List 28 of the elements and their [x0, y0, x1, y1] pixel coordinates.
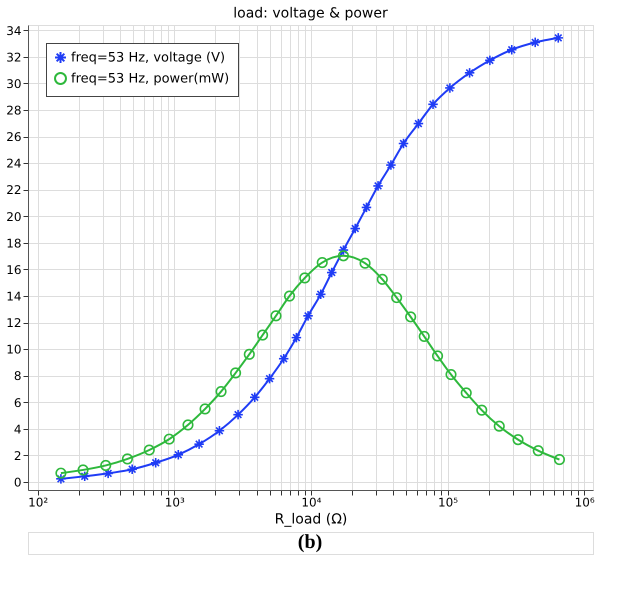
- text: (b): [298, 531, 322, 553]
- y-tick-label: 24: [6, 156, 22, 171]
- y-tick-label: 22: [6, 183, 22, 198]
- legend-label: freq=53 Hz, power(mW): [71, 72, 230, 86]
- y-tick-label: 32: [6, 50, 22, 64]
- y-tick-label: 18: [6, 236, 22, 250]
- x-tick-label: 10³: [164, 496, 186, 510]
- y-tick-label: 30: [6, 76, 22, 91]
- y-tick-label: 10: [6, 342, 22, 357]
- y-tick-label: 8: [14, 369, 22, 384]
- y-tick-label: 28: [6, 104, 22, 118]
- x-axis-title: R_load (Ω): [274, 512, 348, 528]
- y-tick-label: 12: [6, 316, 22, 330]
- x-tick-label: 10⁴: [301, 496, 322, 510]
- y-tick-label: 6: [14, 396, 22, 410]
- y-tick-label: 26: [6, 130, 22, 144]
- y-tick-label: 16: [6, 262, 22, 277]
- y-tick-label: 0: [14, 476, 22, 490]
- chart-title: load: voltage & power: [233, 5, 388, 22]
- x-tick-label: 10⁵: [438, 496, 458, 510]
- y-tick-label: 34: [6, 24, 22, 38]
- y-tick-label: 2: [14, 448, 22, 463]
- y-tick-label: 14: [6, 290, 22, 304]
- x-tick-label: 10²: [28, 496, 48, 510]
- y-tick-label: 4: [14, 422, 22, 436]
- x-tick-label: 10⁶: [574, 496, 595, 510]
- y-tick-label: 20: [6, 210, 22, 224]
- legend-label: freq=53 Hz, voltage (V): [71, 50, 226, 66]
